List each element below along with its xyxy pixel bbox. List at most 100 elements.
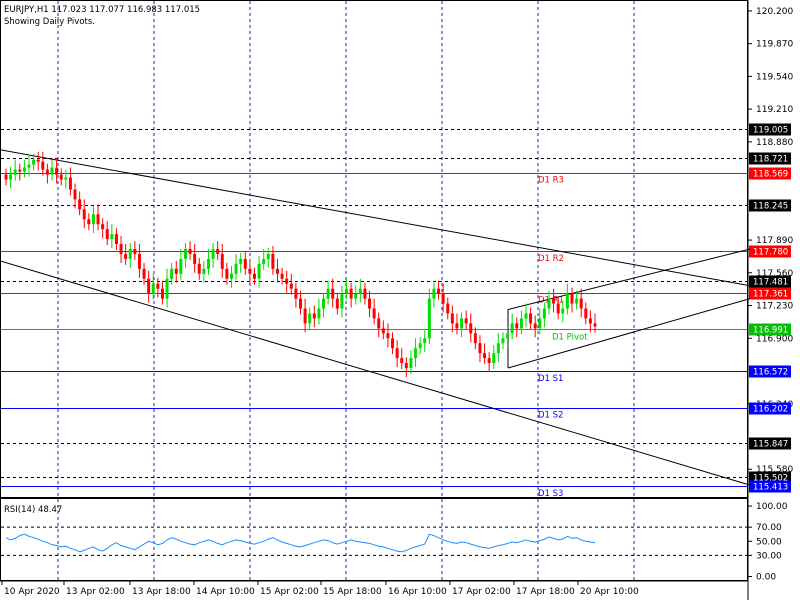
bear-candle [137, 253, 141, 269]
bear-candle [101, 224, 105, 230]
bear-candle [349, 288, 353, 299]
bull-candle [519, 318, 523, 329]
bull-candle [179, 258, 183, 274]
bull-candle [22, 167, 26, 172]
bull-candle [414, 348, 418, 359]
bear-candle [294, 288, 298, 299]
bear-candle [381, 328, 385, 334]
bear-candle [556, 303, 560, 314]
time-axis-labels: 10 Apr 2020 13 Apr 02:00 13 Apr 18:00 14 Ap… [1, 581, 639, 597]
time-tick-label: 14 Apr 10:00 [196, 587, 255, 597]
bear-candle [4, 174, 8, 180]
level-badge [749, 323, 791, 336]
level-badge-label: 118.569 [753, 170, 788, 180]
level-badge-label: 115.502 [753, 474, 788, 484]
bear-candle [312, 313, 316, 319]
price-tick-label: 117.890 [756, 236, 793, 246]
pivot-note: Showing Daily Pivots. [4, 17, 95, 27]
bear-candle [45, 169, 49, 175]
bull-candle [110, 234, 114, 240]
rsi-line [5, 533, 596, 553]
bull-candle [418, 343, 422, 349]
bull-candle [326, 288, 330, 299]
bull-candle [423, 338, 427, 344]
bear-candle [446, 303, 450, 314]
bull-candle [322, 298, 326, 309]
level-badge-label: 116.572 [753, 368, 788, 378]
bull-candle [13, 169, 17, 175]
trendline [507, 298, 751, 369]
bear-candle [160, 288, 164, 299]
bear-candle [455, 323, 459, 329]
bear-candle [579, 298, 583, 309]
time-tick-label: 17 Apr 02:00 [452, 587, 511, 597]
price-ticks: 120.200 119.870 119.540 119.210 118.880 117.8… [748, 7, 793, 475]
level-badge [749, 152, 791, 165]
bull-candle [234, 263, 238, 274]
rsi-tick-label: 100.00 [756, 502, 788, 512]
bull-candle [358, 288, 362, 294]
bear-candle [156, 283, 160, 289]
bull-candle [575, 298, 579, 304]
bear-candle [225, 268, 229, 279]
bear-candle [188, 249, 192, 254]
bear-candle [124, 253, 128, 259]
level-badge [749, 199, 791, 212]
bear-candle [588, 318, 592, 324]
bear-candle [386, 333, 390, 339]
time-tick-label: 15 Apr 18:00 [323, 587, 382, 597]
rsi-tick-label: 0.00 [756, 572, 776, 582]
bull-candle [561, 308, 565, 314]
pivot-label: D1 R1 [538, 296, 564, 306]
candlesticks [4, 151, 597, 377]
bear-candle [82, 209, 86, 220]
rsi-label: RSI(14) 48.47 [4, 505, 62, 515]
time-tick-label: 17 Apr 18:00 [516, 587, 575, 597]
symbol-line: EURJPY,H1 117.023 117.077 116.983 117.01… [4, 5, 200, 15]
bull-candle [91, 214, 95, 225]
bull-candle [538, 318, 542, 329]
bull-candle [340, 293, 344, 309]
rsi-panel-frame [0, 498, 748, 581]
bear-candle [193, 253, 197, 264]
time-tick-label: 10 Apr 2020 [4, 587, 60, 597]
rsi-tick-label: 70.00 [756, 523, 782, 533]
bear-candle [220, 253, 224, 269]
bear-candle [533, 323, 537, 329]
bull-candle [9, 174, 13, 180]
pivot-label: D1 S2 [538, 411, 563, 421]
bear-candle [174, 268, 178, 274]
bear-candle [584, 308, 588, 319]
bear-candle [142, 268, 146, 279]
price-tick-label: 118.880 [756, 138, 793, 148]
bull-candle [128, 249, 132, 259]
price-tick-label: 119.870 [756, 40, 793, 50]
bear-candle [593, 323, 597, 327]
level-badge-label: 118.721 [753, 155, 788, 165]
bear-candle [391, 338, 395, 349]
bull-candle [547, 298, 551, 309]
level-badge [749, 480, 791, 493]
bear-candle [395, 348, 399, 359]
bear-candle [275, 268, 279, 274]
bull-candle [524, 313, 528, 319]
bear-candle [363, 288, 367, 299]
bear-candle [78, 199, 82, 210]
bear-candle [464, 318, 468, 324]
bear-candle [105, 229, 109, 240]
bear-candle [331, 288, 335, 299]
bull-candle [510, 323, 514, 334]
bear-candle [299, 298, 302, 309]
bear-candle [119, 244, 123, 254]
bear-candle [487, 358, 491, 364]
time-tick-label: 15 Apr 02:00 [260, 587, 319, 597]
bull-candle [183, 249, 187, 259]
level-badge-label: 116.202 [753, 405, 788, 415]
bull-candle [239, 258, 243, 264]
bull-candle [27, 164, 31, 168]
bear-candle [36, 159, 40, 162]
bear-candle [87, 219, 91, 225]
time-tick-label: 16 Apr 10:00 [388, 587, 447, 597]
bull-candle [32, 159, 36, 165]
